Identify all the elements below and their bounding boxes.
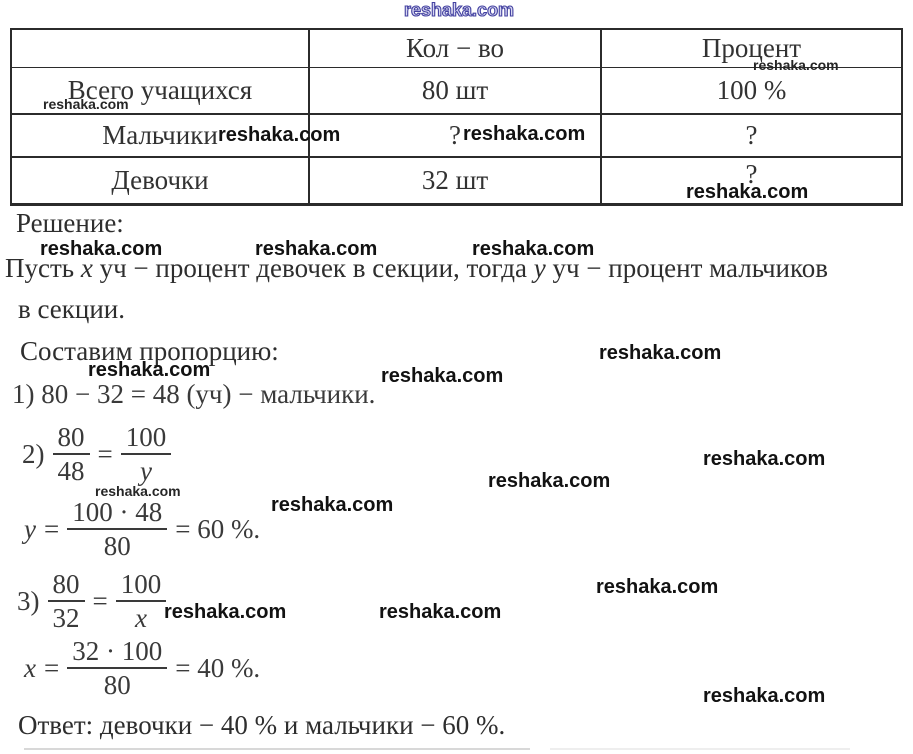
intro-line: Пусть x уч − процент девочек в секции, т… <box>5 253 828 284</box>
table-row-girls-percent: ? <box>602 158 901 203</box>
solution-heading: Решение: <box>16 208 124 238</box>
denominator: 80 <box>103 670 131 700</box>
denominator: y <box>139 456 152 486</box>
cell-text: 32 шт <box>421 165 489 195</box>
watermark-text: reshaka.com <box>164 601 287 623</box>
table-row-boys-count: ? <box>310 115 602 158</box>
watermark-text: reshaka.com <box>43 96 129 112</box>
table-row-total-label: Всего учащихся <box>12 68 310 115</box>
numerator: 32 · 100 <box>67 638 168 669</box>
page-edge-line <box>24 748 530 750</box>
step-label: 3) <box>17 585 40 616</box>
intro-text: Пусть <box>5 253 81 283</box>
cell-text: ? <box>745 120 758 150</box>
intro-line-2: в секции. <box>18 294 126 324</box>
variable-x: x <box>24 652 36 683</box>
step-2-result: y = 100 · 48 80 = 60 %. <box>24 499 261 561</box>
equals-sign: = <box>43 652 60 683</box>
fraction: 80 48 <box>52 424 90 486</box>
cell-text: ? <box>745 159 758 189</box>
watermark-text: reshaka.com <box>753 57 839 73</box>
variable-y: y <box>24 513 36 544</box>
watermark-text: reshaka.com <box>255 238 378 260</box>
table-header-percent: Процент <box>602 30 901 68</box>
watermark-text: reshaka.com <box>488 470 611 492</box>
variable-x: x <box>80 253 93 283</box>
page-edge-line <box>550 748 850 750</box>
cell-text: 100 % <box>716 75 787 105</box>
step-3-proportion: 3) 80 32 = 100 x <box>17 571 167 633</box>
table-row-girls-count: 32 шт <box>310 158 602 203</box>
cell-text: 80 шт <box>421 75 489 105</box>
fraction: 100 x <box>115 571 167 633</box>
table-header-count-label: Кол − во <box>405 33 505 63</box>
step-1: 1) 80 − 32 = 48 (уч) − мальчики. <box>12 379 376 409</box>
cell-text: ? <box>449 120 461 150</box>
table-header-percent-label: Процент <box>701 33 802 63</box>
watermark-text: reshaka.com <box>95 483 181 499</box>
denominator: 48 <box>57 456 85 486</box>
watermark-text: reshaka.com <box>703 685 826 707</box>
watermark-text: reshaka.com <box>599 342 722 364</box>
step-label: 2) <box>22 438 45 469</box>
variable-y: y <box>533 253 546 283</box>
numerator: 80 <box>47 571 85 602</box>
table-header-empty <box>12 30 310 68</box>
result-text: = 40 %. <box>175 652 261 683</box>
result-text: = 60 %. <box>175 513 261 544</box>
table-row-boys-label: Мальчики <box>12 115 310 158</box>
watermark-text: reshaka.com <box>403 0 515 20</box>
step-2-proportion: 2) 80 48 = 100 y <box>22 424 172 486</box>
step-3-result: x = 32 · 100 80 = 40 %. <box>24 638 261 700</box>
equals-sign: = <box>92 585 108 616</box>
watermark-text: reshaka.com <box>381 365 504 387</box>
fraction: 100 · 48 80 <box>67 499 168 561</box>
watermark-text: reshaka.com <box>40 238 163 260</box>
equals-sign: = <box>43 513 60 544</box>
intro-text: уч − процент мальчиков <box>545 253 829 283</box>
fraction: 80 32 <box>47 571 85 633</box>
proportion-heading: Составим пропорцию: <box>20 336 279 366</box>
watermark-text: reshaka.com <box>88 359 211 381</box>
watermark-text: reshaka.com <box>703 448 826 470</box>
answer-line: Ответ: девочки − 40 % и мальчики − 60 %. <box>18 710 506 740</box>
equals-sign: = <box>97 438 113 469</box>
fraction: 100 y <box>120 424 172 486</box>
table-row-total-percent: 100 % <box>602 68 901 115</box>
table-row-girls-label: Девочки <box>12 158 310 203</box>
watermark-text: reshaka.com <box>463 123 586 145</box>
intro-text: уч − процент девочек в секции, тогда <box>92 253 534 283</box>
watermark-text: reshaka.com <box>218 124 341 146</box>
watermark-text: reshaka.com <box>379 601 502 623</box>
table-row-total-count: 80 шт <box>310 68 602 115</box>
watermark-text: reshaka.com <box>271 494 394 516</box>
data-table: Кол − во Процент Всего учащихся 80 шт 10… <box>10 28 903 206</box>
cell-text: Всего учащихся <box>67 75 253 105</box>
fraction: 32 · 100 80 <box>67 638 168 700</box>
cell-text: Девочки <box>111 165 209 195</box>
numerator: 80 <box>52 424 90 455</box>
watermark-text: reshaka.com <box>686 181 809 203</box>
denominator: 32 <box>52 603 80 633</box>
table-header-count: Кол − во <box>310 30 602 68</box>
numerator: 100 <box>115 571 167 602</box>
table-row-boys-percent: ? <box>602 115 901 158</box>
watermark-text: reshaka.com <box>472 238 595 260</box>
cell-text: Мальчики <box>102 120 218 150</box>
numerator: 100 <box>120 424 172 455</box>
denominator: 80 <box>103 531 131 561</box>
numerator: 100 · 48 <box>67 499 168 530</box>
watermark-text: reshaka.com <box>596 576 719 598</box>
denominator: x <box>134 603 147 633</box>
